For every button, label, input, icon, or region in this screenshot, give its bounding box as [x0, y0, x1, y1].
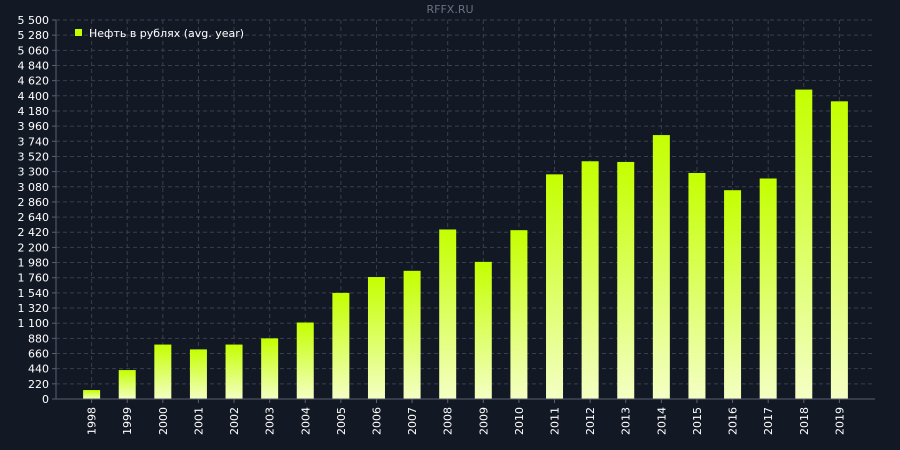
y-tick-label: 660 — [28, 348, 49, 361]
y-tick-label: 1 760 — [18, 272, 50, 285]
bar-2006 — [367, 277, 385, 399]
x-tick-label: 2000 — [157, 407, 170, 435]
y-tick-label: 1 980 — [18, 257, 50, 270]
bar-2004 — [296, 322, 314, 399]
x-tick-label: 2009 — [477, 407, 490, 435]
bar-2005 — [332, 292, 350, 399]
y-tick-label: 3 300 — [18, 166, 50, 179]
x-tick-label: 2007 — [406, 407, 419, 435]
x-tick-label: 1999 — [121, 407, 134, 435]
y-tick-label: 4 840 — [18, 59, 50, 72]
y-tick-label: 3 960 — [18, 120, 50, 133]
bar-2018 — [795, 89, 813, 400]
y-tick-label: 0 — [42, 393, 49, 406]
y-tick-label: 880 — [28, 332, 49, 345]
y-tick-label: 5 280 — [18, 29, 50, 42]
x-tick-label: 2010 — [513, 407, 526, 435]
y-tick-label: 3 520 — [18, 150, 50, 163]
y-tick-label: 1 320 — [18, 302, 50, 315]
bar-2019 — [830, 101, 848, 399]
x-tick-label: 2017 — [762, 407, 775, 435]
legend-swatch — [75, 29, 82, 36]
y-tick-label: 2 200 — [18, 241, 50, 254]
y-tick-label: 5 500 — [18, 14, 50, 27]
bar-2013 — [617, 161, 635, 399]
x-tick-label: 2016 — [727, 407, 740, 435]
y-tick-label: 2 640 — [18, 211, 50, 224]
y-tick-label: 4 400 — [18, 90, 50, 103]
y-tick-label: 440 — [28, 363, 49, 376]
y-tick-label: 1 100 — [18, 317, 50, 330]
bar-2000 — [154, 344, 172, 399]
y-tick-label: 4 180 — [18, 105, 50, 118]
bar-2001 — [189, 349, 207, 399]
y-tick-label: 3 080 — [18, 181, 50, 194]
x-tick-label: 2004 — [299, 407, 312, 435]
bar-2016 — [724, 190, 742, 399]
bar-2015 — [688, 172, 706, 399]
axes: 0 220 440 660 880 1 100 1 320 1 540 1 760 1 980 2 … — [18, 14, 875, 435]
x-tick-label: 2015 — [691, 407, 704, 435]
bar-2003 — [261, 338, 279, 399]
bar-2012 — [581, 161, 599, 399]
x-tick-label: 2008 — [442, 407, 455, 435]
y-tick-label: 2 860 — [18, 196, 50, 209]
x-tick-label: 2013 — [620, 407, 633, 435]
x-tick-label: 2001 — [192, 407, 205, 435]
bar-2002 — [225, 344, 243, 399]
bar-2011 — [546, 174, 564, 399]
y-tick-label: 5 060 — [18, 44, 50, 57]
x-tick-label: 2019 — [833, 407, 846, 435]
bar-2009 — [474, 261, 492, 399]
legend-label: Нефть в рублях (avg. year) — [89, 27, 244, 40]
legend: Нефть в рублях (avg. year) — [75, 27, 244, 40]
x-tick-label: 2014 — [655, 407, 668, 435]
y-tick-label: 2 420 — [18, 226, 50, 239]
x-tick-label: 1998 — [86, 407, 99, 435]
bar-2008 — [439, 229, 457, 399]
bar-2010 — [510, 230, 528, 399]
watermark: RFFX.RU — [426, 3, 473, 16]
y-tick-label: 220 — [28, 378, 49, 391]
x-tick-label: 2012 — [584, 407, 597, 435]
x-tick-label: 2018 — [798, 407, 811, 435]
x-tick-label: 2006 — [370, 407, 383, 435]
bar-2017 — [759, 178, 777, 399]
y-tick-label: 1 540 — [18, 287, 50, 300]
y-tick-label: 3 740 — [18, 135, 50, 148]
bars — [83, 89, 848, 400]
grid — [56, 19, 875, 399]
bar-1999 — [118, 370, 136, 399]
y-tick-label: 4 620 — [18, 75, 50, 88]
bar-2014 — [652, 135, 670, 399]
x-tick-label: 2005 — [335, 407, 348, 435]
x-tick-label: 2003 — [264, 407, 277, 435]
bar-1998 — [83, 390, 101, 399]
x-tick-label: 2011 — [549, 407, 562, 435]
bar-2007 — [403, 270, 421, 399]
x-tick-label: 2002 — [228, 407, 241, 435]
